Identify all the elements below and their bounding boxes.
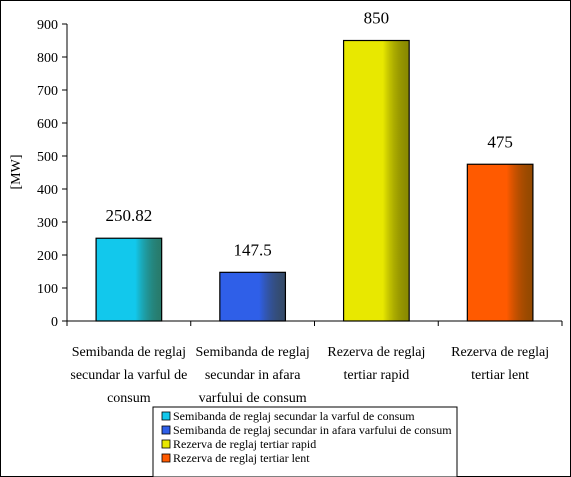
category-label-2: Semibanda de reglaj secundar in afara varf… [195,345,309,406]
y-tick-label: 300 [37,216,58,231]
category-label-line: secundar la varful de [70,368,187,383]
category-label-1: Semibanda de reglaj secundar la varful de… [70,345,187,406]
category-label-line: consum [107,391,151,406]
bar-4 [466,163,534,322]
y-axis-title: [MW] [9,155,24,190]
category-label-line: Rezerva de reglaj [327,345,425,360]
legend-swatch-4 [161,453,171,463]
legend-entry-3: Rezerva de reglaj tertiar rapid [173,437,316,451]
legend-entry-4: Rezerva de reglaj tertiar lent [173,451,310,465]
y-tick-label: 900 [37,18,58,33]
category-label-3: Rezerva de reglaj tertiar rapid [327,345,425,383]
y-tick-label: 100 [37,282,58,297]
data-label-1: 250.82 [106,206,153,225]
data-label-3: 850 [364,9,390,28]
y-tick-label: 200 [37,249,58,264]
category-label-line: Semibanda de reglaj [195,345,309,360]
data-label-2: 147.5 [234,240,272,259]
legend-swatch-1 [161,411,171,421]
y-tick-label: 500 [37,150,58,165]
category-label-line: varfului de consum [199,391,307,406]
y-tick-label: 0 [51,315,58,330]
bar-3 [342,39,410,322]
category-label-4: Rezerva de reglaj tertiar lent [451,345,549,383]
category-label-line: tertiar rapid [344,368,410,383]
legend-box [152,406,458,477]
category-label-line: Rezerva de reglaj [451,345,549,360]
category-label-line: tertiar lent [471,368,529,383]
y-tick-label: 400 [37,183,58,198]
y-tick-label: 700 [37,84,58,99]
bar-2 [219,271,287,322]
legend-swatch-3 [161,439,171,449]
y-tick-label: 600 [37,117,58,132]
data-label-4: 475 [487,132,513,151]
legend-entry-1: Semibanda de reglaj secundar la varful d… [173,409,415,423]
legend-swatch-2 [161,425,171,435]
category-label-line: secundar in afara [205,368,301,383]
bar-1 [95,237,163,322]
y-tick-label: 800 [37,51,58,66]
legend-entry-2: Semibanda de reglaj secundar in afara va… [173,423,452,437]
category-label-line: Semibanda de reglaj [72,345,186,360]
